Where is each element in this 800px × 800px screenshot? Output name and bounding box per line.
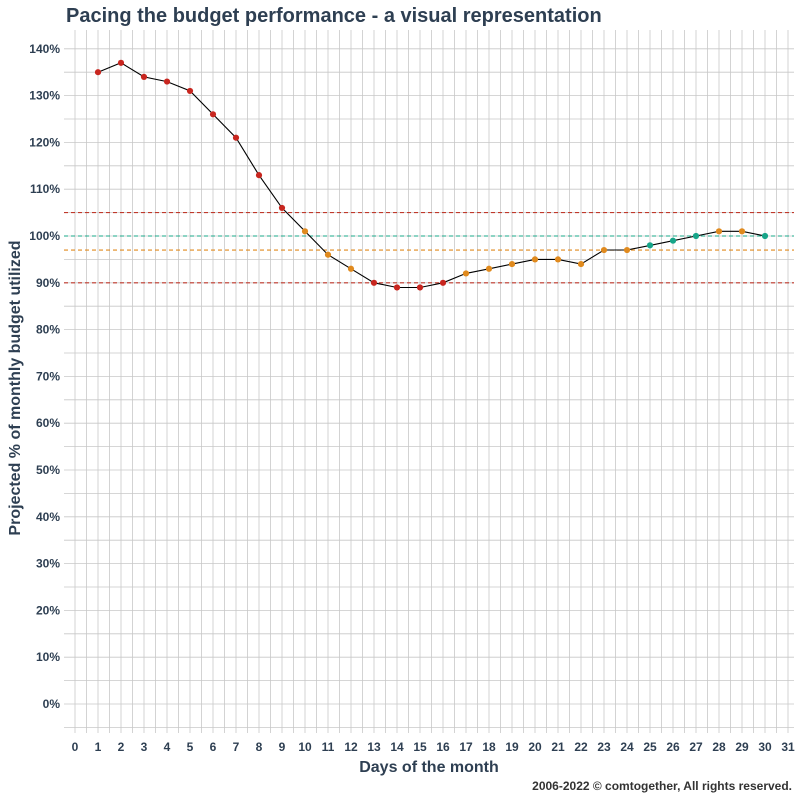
data-points (94, 59, 769, 291)
x-tick-label: 5 (187, 740, 194, 754)
y-tick-label: 60% (36, 416, 60, 430)
y-tick-label: 130% (29, 89, 60, 103)
x-tick-label: 23 (597, 740, 611, 754)
x-tick-label: 17 (459, 740, 473, 754)
grid (64, 30, 794, 733)
data-point (462, 270, 470, 277)
data-point (347, 265, 355, 272)
data-point (140, 73, 148, 80)
data-point (186, 87, 194, 95)
x-tick-label: 25 (643, 740, 657, 754)
x-tick-label: 31 (781, 740, 795, 754)
data-point (416, 284, 424, 291)
y-tick-label: 110% (30, 182, 60, 196)
data-point (623, 246, 631, 254)
data-point (209, 111, 217, 118)
x-tick-label: 12 (344, 740, 358, 754)
x-tick-label: 14 (390, 740, 404, 754)
x-tick-label: 4 (164, 740, 171, 754)
data-point (738, 228, 746, 235)
plot-background (64, 30, 794, 733)
x-tick-label: 20 (528, 740, 542, 754)
x-tick-label: 13 (367, 740, 381, 754)
x-tick-label: 29 (735, 740, 749, 754)
data-point (669, 237, 677, 244)
chart-title: Pacing the budget performance - a visual… (66, 5, 602, 27)
y-tick-label: 0% (43, 697, 61, 711)
data-point (370, 279, 378, 286)
reference-lines (64, 212, 794, 284)
copyright-notice: 2006-2022 © comtogether, All rights rese… (532, 779, 792, 793)
data-point (715, 228, 723, 235)
x-tick-label: 22 (574, 740, 588, 754)
data-point (600, 246, 608, 254)
data-line (97, 62, 766, 289)
data-point (508, 260, 516, 268)
x-tick-label: 28 (712, 740, 726, 754)
data-point (485, 265, 493, 272)
x-axis-ticks: 0 1 2 3 4 5 6 7 8 9 10 11 12 13 14 15 16 17 18 19 20 21 22 23 24… (72, 740, 795, 754)
data-point (255, 172, 263, 179)
y-tick-label: 20% (36, 603, 60, 617)
x-tick-label: 10 (298, 740, 312, 754)
y-tick-label: 120% (29, 135, 60, 149)
data-point (554, 256, 562, 263)
x-tick-label: 16 (436, 740, 450, 754)
x-tick-label: 26 (666, 740, 680, 754)
y-axis-ticks: 0% 10% 20% 30% 40% 50% 60% 70% 80% 90% 100% 110% 120… (29, 42, 60, 711)
x-tick-label: 30 (758, 740, 772, 754)
data-point (577, 260, 585, 268)
data-point (301, 228, 309, 235)
y-tick-label: 100% (29, 229, 60, 243)
x-tick-label: 6 (210, 740, 217, 754)
x-tick-label: 3 (141, 740, 148, 754)
data-point (439, 279, 447, 286)
data-point (646, 242, 654, 249)
x-tick-label: 15 (413, 740, 427, 754)
data-point (531, 256, 539, 263)
x-tick-label: 8 (256, 740, 263, 754)
x-tick-label: 19 (505, 740, 519, 754)
data-point (117, 59, 125, 66)
x-tick-label: 9 (279, 740, 286, 754)
x-tick-label: 1 (95, 740, 102, 754)
series-line (97, 62, 766, 289)
data-point (761, 232, 769, 240)
data-point (94, 69, 102, 76)
x-tick-label: 18 (482, 740, 496, 754)
data-point (163, 78, 171, 85)
y-axis-label: Projected % of monthly budget utilized (7, 240, 24, 535)
y-tick-label: 40% (36, 510, 60, 524)
y-tick-label: 30% (36, 557, 60, 571)
data-point (393, 284, 401, 291)
x-axis-label: Days of the month (359, 759, 499, 776)
x-tick-label: 0 (72, 740, 79, 754)
y-tick-label: 90% (36, 276, 60, 290)
y-tick-label: 80% (36, 323, 60, 337)
y-tick-label: 50% (36, 463, 60, 477)
x-tick-label: 11 (322, 740, 335, 754)
x-tick-label: 27 (689, 740, 703, 754)
y-tick-label: 10% (36, 650, 60, 664)
y-tick-label: 70% (36, 369, 60, 383)
data-point (324, 251, 332, 258)
data-point (692, 232, 700, 240)
y-tick-label: 140% (29, 42, 60, 56)
x-tick-label: 2 (118, 740, 125, 754)
x-tick-label: 21 (551, 740, 565, 754)
data-point (232, 134, 240, 141)
x-tick-label: 24 (620, 740, 634, 754)
x-tick-label: 7 (233, 740, 240, 754)
data-point (278, 204, 286, 212)
